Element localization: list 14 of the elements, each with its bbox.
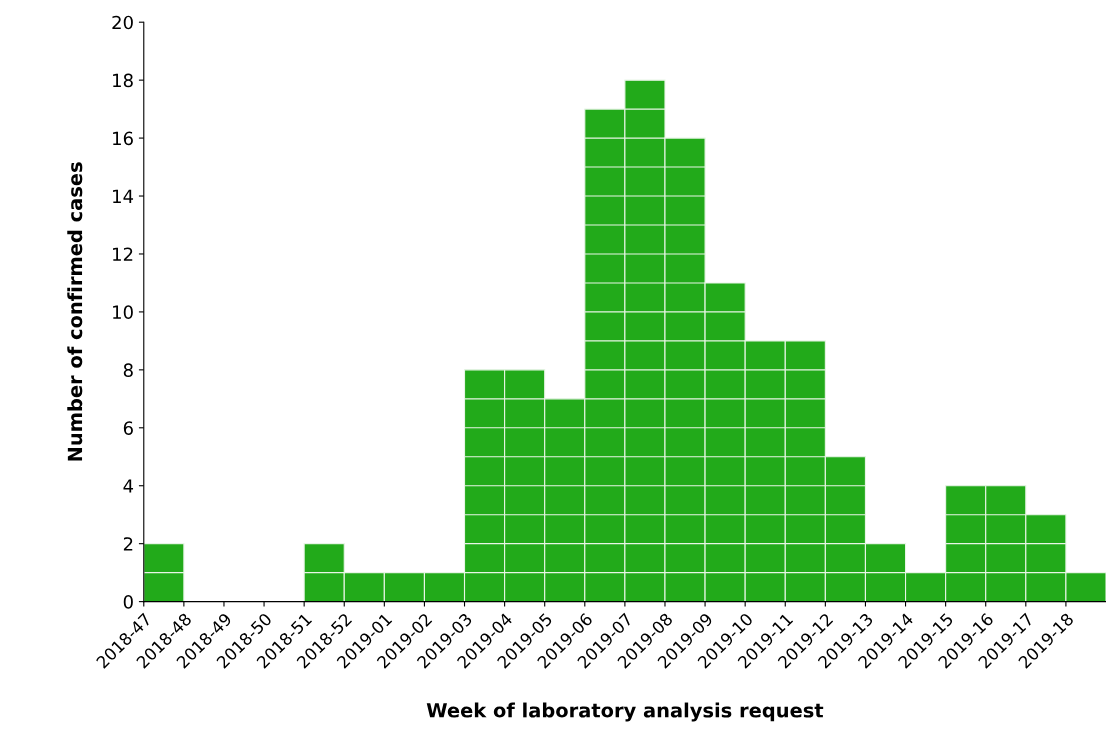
y-tick-label: 16	[113, 131, 133, 146]
y-tick-label: 20	[112, 15, 133, 30]
y-tick-label: 0	[123, 595, 133, 609]
y-tick-label: 10	[113, 305, 133, 320]
y-tick-label: 2	[123, 537, 133, 551]
y-tick-label: 6	[123, 421, 133, 435]
y-axis-title: Number of confirmed cases	[67, 162, 83, 461]
bar	[143, 543, 185, 602]
x-axis-title: Week of laboratory analysis request	[426, 702, 824, 722]
y-tick-label: 12	[113, 247, 133, 261]
y-tick-label: 4	[123, 479, 134, 493]
y-tick-label: 18	[113, 73, 133, 88]
y-tick-label: 8	[123, 363, 133, 377]
y-tick-label: 14	[113, 189, 134, 203]
